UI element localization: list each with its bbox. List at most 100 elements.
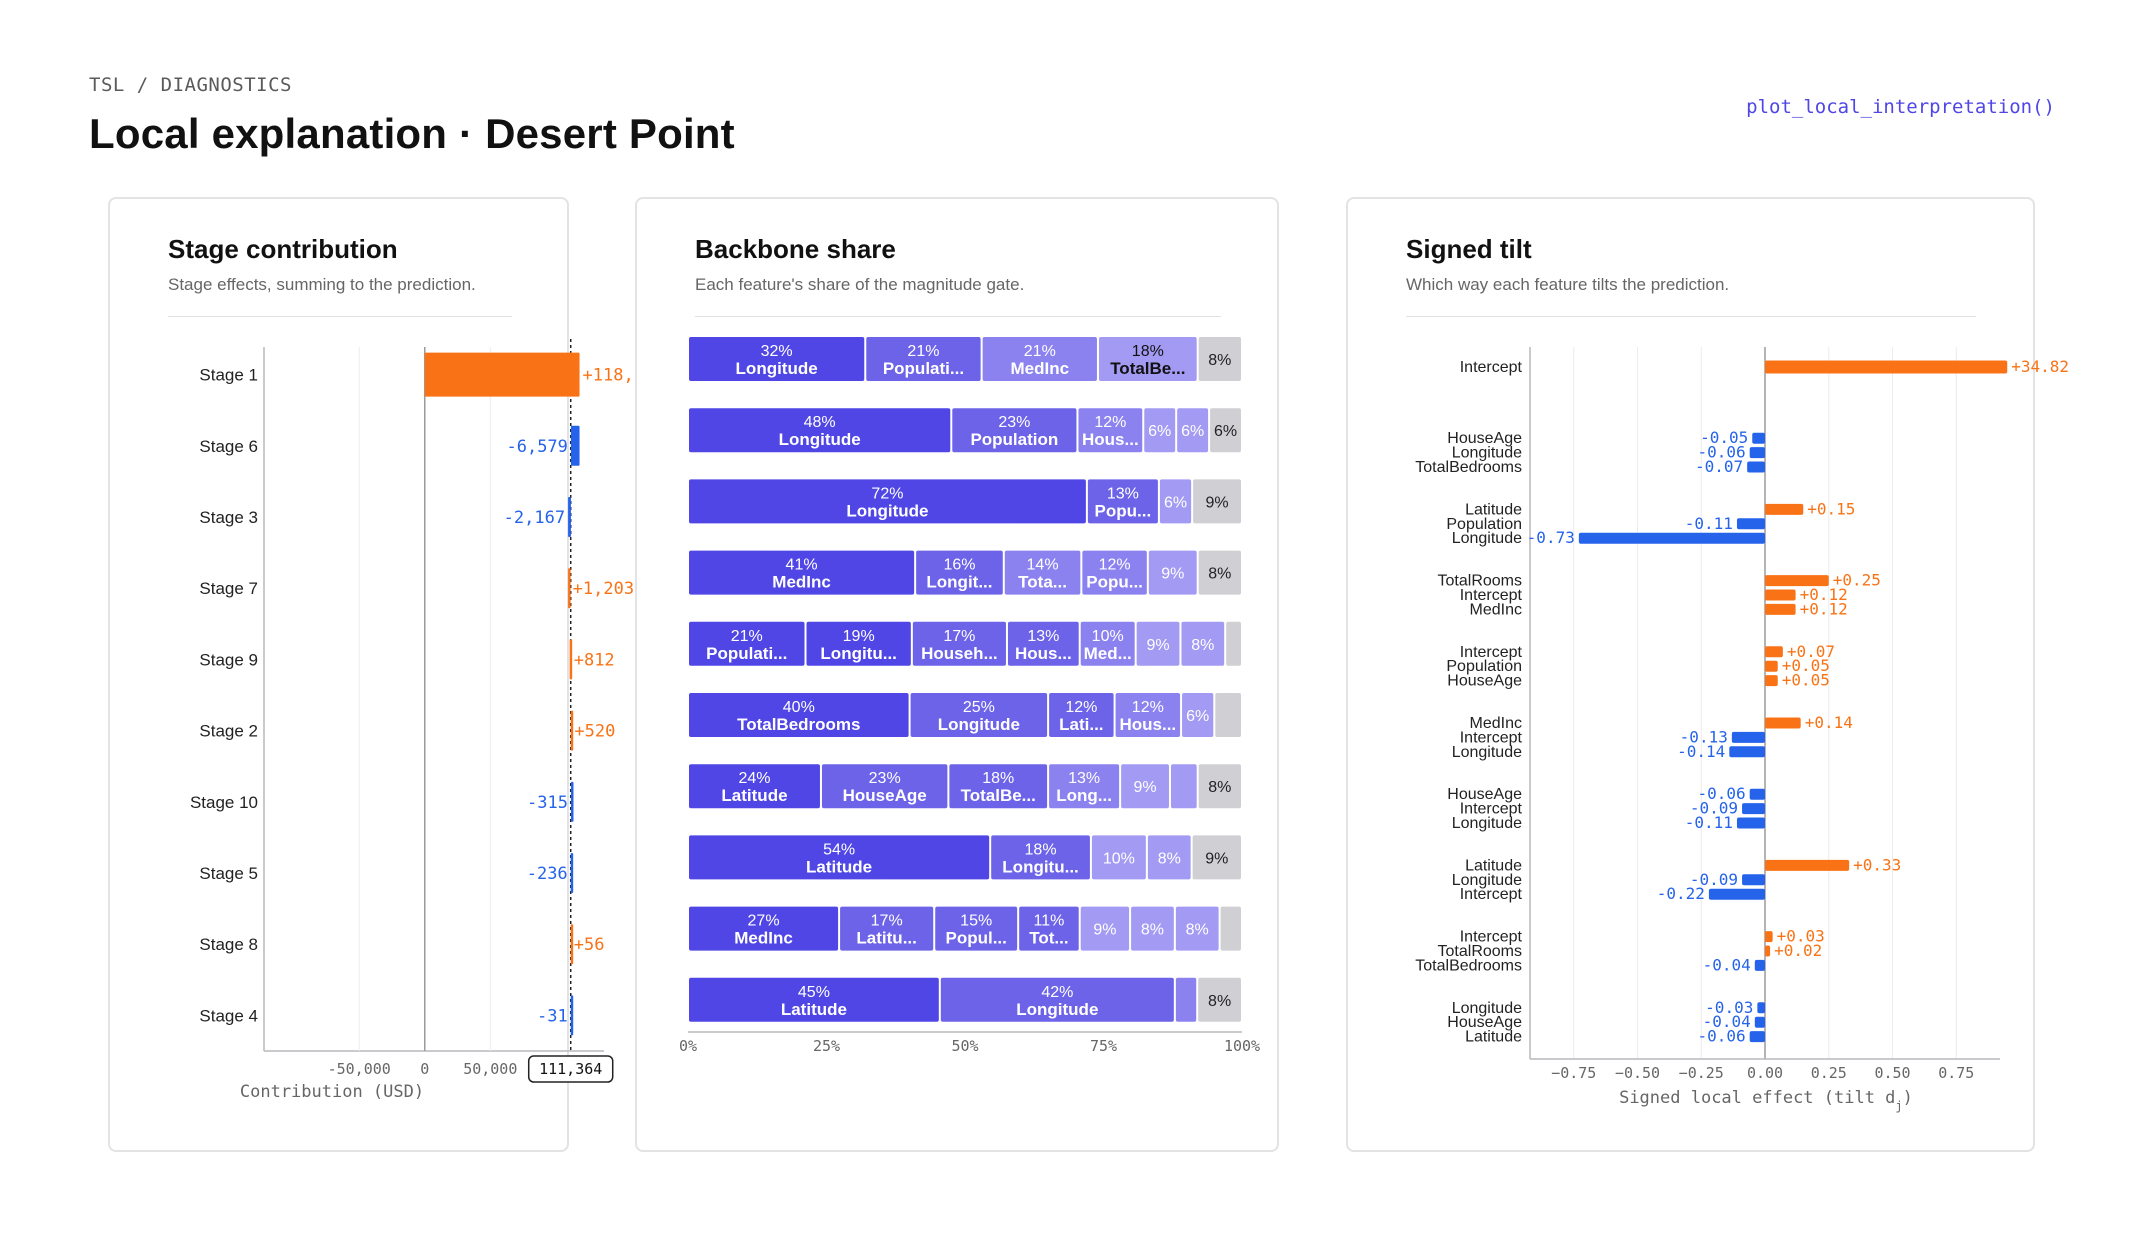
share-percent-label: 45% [798, 984, 830, 1001]
share-segment [689, 550, 915, 595]
x-tick-label: 25% [813, 1037, 840, 1055]
x-axis-title-close: ) [1903, 1088, 1913, 1108]
share-segment [1181, 621, 1225, 666]
tilt-feature-label: HouseAge [1447, 786, 1522, 803]
share-feature-label: Long... [1056, 786, 1112, 805]
share-percent-label: 13% [1107, 485, 1139, 502]
share-segment [689, 977, 939, 1022]
tilt-bar [1757, 1002, 1765, 1014]
stage-bar [568, 568, 571, 609]
tilt-bar [1765, 646, 1783, 658]
share-feature-label: HouseAge [843, 786, 927, 805]
breadcrumb: TSL / DIAGNOSTICS [89, 74, 292, 96]
share-segment [916, 550, 1003, 595]
share-feature-label: Lati... [1059, 715, 1103, 734]
share-segment [1148, 550, 1197, 595]
function-link[interactable]: plot_local_interpretation() [1746, 96, 2055, 118]
panel-subtitle: Which way each feature tilts the predict… [1406, 275, 1730, 294]
tilt-value-label: +0.03 [1777, 927, 1825, 946]
tilt-value-label: -0.11 [1685, 514, 1733, 533]
share-feature-label: Longitu... [1002, 857, 1078, 876]
stage-label: Stage 10 [190, 793, 258, 812]
share-percent-label: 13% [1027, 628, 1059, 645]
tilt-value-label: -0.06 [1698, 784, 1746, 803]
tilt-bar [1765, 675, 1778, 687]
share-percent-label: 8% [1208, 993, 1231, 1010]
x-tick-label: 50% [951, 1037, 978, 1055]
share-feature-label: Househ... [921, 644, 998, 663]
x-axis-title: Contribution (USD) [240, 1082, 424, 1102]
share-percent-label: 12% [1132, 699, 1164, 716]
stage-bar [568, 497, 571, 537]
share-percent-label: 24% [738, 770, 770, 787]
tilt-bar [1765, 575, 1829, 587]
share-feature-label: Longitude [736, 359, 818, 378]
share-percent-label: 9% [1093, 922, 1116, 939]
share-segment [1144, 408, 1176, 453]
share-percent-label: 9% [1146, 637, 1169, 654]
stage-bar [570, 853, 574, 893]
tilt-value-label: -0.04 [1703, 1012, 1751, 1031]
tilt-feature-label: Longitude [1452, 815, 1522, 832]
tilt-value-label: +0.12 [1800, 585, 1848, 604]
prediction-label: 111,364 [539, 1060, 602, 1078]
share-percent-label: 23% [869, 770, 901, 787]
panel-subtitle: Stage effects, summing to the prediction… [168, 275, 476, 294]
stage-contribution-panel: Stage contribution Stage effects, summin… [108, 197, 664, 1152]
tilt-feature-label: Intercept [1460, 359, 1523, 376]
tilt-feature-label: Intercept [1460, 587, 1523, 604]
signed-tilt-chart: −0.75 −0.50 −0.25 0.00 0.25 0.50 0.75 Signed lo… [1415, 347, 2069, 1113]
share-percent-label: 10% [1103, 850, 1135, 867]
backbone-share-chart: 32%Longitude21%Populati...21%MedInc18%To… [679, 337, 1260, 1055]
tilt-value-label: -0.03 [1705, 998, 1753, 1017]
share-feature-label: TotalBe... [961, 786, 1036, 805]
tilt-value-label: -0.14 [1677, 742, 1725, 761]
stage-value-label: -31 [537, 1006, 568, 1026]
share-percent-label: 54% [823, 841, 855, 858]
tilt-feature-label: Latitude [1465, 857, 1522, 874]
tilt-feature-label: TotalRooms [1438, 943, 1522, 960]
x-axis-title: Signed local effect (tilt dj) [1619, 1088, 1913, 1113]
share-percent-label: 48% [804, 414, 836, 431]
share-feature-label: MedInc [772, 573, 831, 592]
x-tick-label: 100% [1224, 1037, 1260, 1055]
share-feature-label: Latitude [781, 1000, 847, 1019]
stage-label: Stage 9 [199, 650, 258, 669]
stage-value-label: -2,167 [504, 508, 565, 528]
share-segment [1082, 550, 1147, 595]
tilt-value-label: +0.15 [1807, 499, 1855, 518]
share-percent-label: 17% [943, 628, 975, 645]
share-percent-label: 18% [1132, 343, 1164, 360]
share-percent-label: 8% [1141, 922, 1164, 939]
share-segment [1121, 764, 1169, 809]
share-segment [1210, 408, 1241, 453]
share-percent-label: 8% [1158, 850, 1181, 867]
tilt-feature-label: TotalBedrooms [1415, 459, 1522, 476]
share-segment [1147, 835, 1191, 880]
tilt-feature-label: MedInc [1470, 715, 1522, 732]
x-tick-label: -50,000 [328, 1060, 391, 1078]
share-percent-label: 6% [1214, 423, 1237, 440]
stage-value-label: +1,203 [573, 579, 634, 599]
share-segment [1220, 906, 1241, 951]
share-feature-label: Latitude [806, 857, 872, 876]
stage-label: Stage 1 [199, 366, 258, 385]
tilt-bar [1742, 803, 1765, 815]
share-segment [1080, 621, 1135, 666]
share-percent-label: 12% [1099, 557, 1131, 574]
share-percent-label: 17% [871, 913, 903, 930]
tilt-feature-label: TotalRooms [1438, 573, 1522, 590]
share-feature-label: TotalBedrooms [737, 715, 860, 734]
tilt-feature-label: Longitude [1452, 530, 1522, 547]
share-percent-label: 18% [982, 770, 1014, 787]
stage-value-label: -315 [527, 793, 568, 813]
x-tick-label: 75% [1090, 1037, 1117, 1055]
signed-tilt-panel: Signed tilt Which way each feature tilts… [1346, 197, 2069, 1152]
stage-label: Stage 3 [199, 508, 258, 527]
tilt-value-label: +0.05 [1782, 671, 1830, 690]
share-segment [935, 906, 1018, 951]
stage-value-label: +56 [574, 935, 605, 955]
tilt-bar [1742, 874, 1765, 886]
tilt-feature-label: HouseAge [1447, 430, 1522, 447]
share-feature-label: Latitu... [856, 929, 916, 948]
